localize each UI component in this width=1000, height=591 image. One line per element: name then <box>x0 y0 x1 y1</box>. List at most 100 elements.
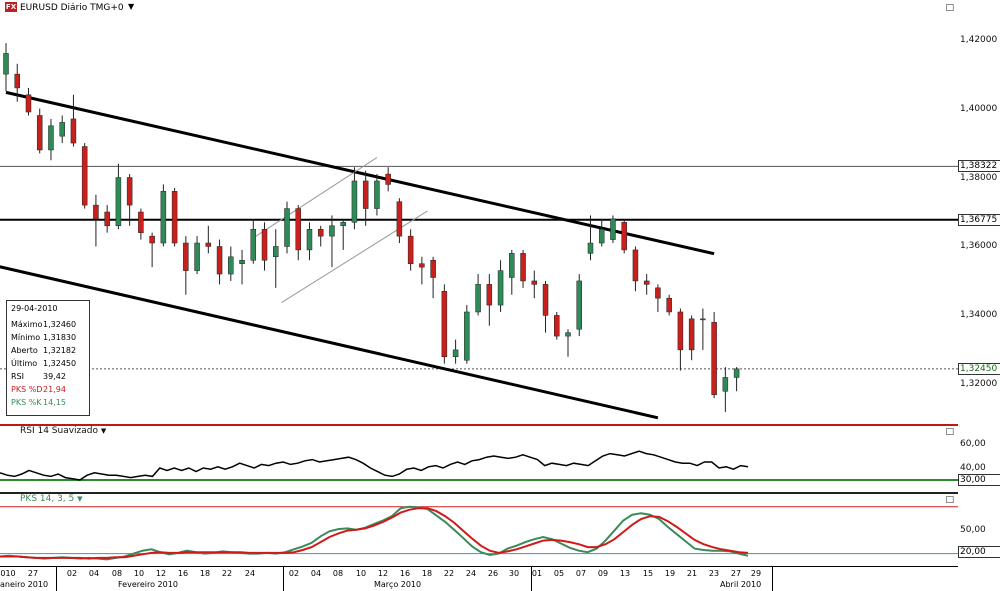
candle <box>138 208 144 240</box>
candle <box>700 308 706 350</box>
candle <box>115 163 122 230</box>
date-tick-label: 16 <box>399 569 411 578</box>
candle <box>93 194 99 247</box>
date-tick-label: 05 <box>553 569 565 578</box>
candle <box>419 256 425 285</box>
price-tick-label: 1,32000 <box>960 379 998 390</box>
rsi-chart[interactable] <box>0 426 958 492</box>
date-tick-label: 26 <box>487 569 499 578</box>
candle <box>362 170 369 226</box>
date-tick-label: 27 <box>27 569 39 578</box>
candle-body <box>295 208 301 251</box>
candle <box>81 143 88 209</box>
candle-body <box>554 315 560 337</box>
rsi-maximize-button[interactable]: □ <box>945 427 954 437</box>
rsi-pane[interactable]: RSI 14 Suavizado ▼ □ <box>0 424 958 494</box>
pks-level-flag: 20,00 <box>958 545 1000 558</box>
candle-body <box>36 115 43 151</box>
candle <box>194 236 200 275</box>
date-tick-label: 04 <box>88 569 100 578</box>
price-chart-pane[interactable]: FX EURUSD Diário TMG+0 ▼ □ 29-04-2010 Má… <box>0 0 958 424</box>
date-tick-label: 02 <box>66 569 78 578</box>
candle <box>25 87 32 116</box>
month-separator <box>531 567 532 591</box>
rsi-level-flag: 30,00 <box>958 474 1000 486</box>
candle <box>183 236 189 295</box>
candle-body <box>3 53 9 75</box>
rsi-pane-title[interactable]: RSI 14 Suavizado ▼ <box>20 426 106 436</box>
candle <box>598 218 605 247</box>
candle-body <box>430 260 436 278</box>
date-tick-label: 24 <box>465 569 477 578</box>
candle <box>351 167 358 230</box>
price-axis[interactable]: 1,42000 1,40000 1,38000 1,36000 1,34000 1,320… <box>958 0 1000 424</box>
channel-line <box>253 157 378 239</box>
candle-body <box>688 318 695 351</box>
pks-d-line <box>0 507 749 560</box>
candle-body <box>452 349 459 358</box>
data-window-label: PKS %D <box>11 385 43 394</box>
candle-body <box>171 191 178 244</box>
candle-body <box>228 256 234 275</box>
candle <box>160 184 167 247</box>
candle <box>711 311 717 399</box>
candle-body <box>261 228 268 261</box>
candle-body <box>25 94 32 113</box>
month-label: aneiro 2010 <box>0 580 49 589</box>
candle-body <box>711 322 717 395</box>
candle <box>722 367 729 412</box>
candle-body <box>666 297 672 313</box>
pks-k-line <box>0 505 749 561</box>
candle-body <box>419 263 425 268</box>
time-axis[interactable]: 010 27 02 04 08 10 12 16 18 22 24 02 04 08 10 12 16 18 22 2… <box>0 566 958 591</box>
candle-body <box>598 228 605 244</box>
pks-pane[interactable]: PKS 14, 3, 5 ▼ □ <box>0 492 958 568</box>
candle <box>677 308 684 371</box>
month-separator <box>772 567 773 591</box>
date-tick-label: 22 <box>221 569 233 578</box>
candle-body <box>733 368 740 378</box>
candle <box>239 249 245 285</box>
chart-menu-dropdown-icon[interactable]: ▼ <box>128 2 135 11</box>
month-label: Março 2010 <box>374 580 422 589</box>
pks-axis[interactable]: 50,00 20,00 <box>958 492 1000 566</box>
pks-chart[interactable] <box>0 494 958 566</box>
date-tick-label: 22 <box>443 569 455 578</box>
data-window: 29-04-2010 Máximo 1,32460 Mínimo 1,31830 Abe… <box>6 300 90 416</box>
axis-corner <box>958 566 1000 590</box>
date-tick-label: 27 <box>730 569 742 578</box>
price-level-flag: 1,38322 <box>958 160 1000 173</box>
pks-maximize-button[interactable]: □ <box>945 495 954 505</box>
candle-body <box>59 122 65 137</box>
candle <box>733 367 740 392</box>
candle-body <box>93 204 99 220</box>
candle-body <box>48 125 54 151</box>
candle <box>666 294 672 316</box>
date-tick-label: 08 <box>111 569 123 578</box>
price-tick-label: 1,36000 <box>960 241 998 252</box>
maximize-pane-button[interactable]: □ <box>945 3 954 13</box>
price-chart[interactable] <box>0 0 958 424</box>
rsi-menu-dropdown-icon[interactable]: ▼ <box>100 427 107 435</box>
candle-body <box>407 235 414 264</box>
candle-body <box>655 287 661 299</box>
upper-trendline <box>5 90 715 256</box>
price-tick-label: 1,38000 <box>960 172 998 183</box>
rsi-pane-label: RSI 14 Suavizado <box>20 426 99 436</box>
pks-pane-title[interactable]: PKS 14, 3, 5 ▼ <box>20 494 83 504</box>
candle <box>317 225 324 247</box>
candle-body <box>475 284 481 313</box>
candle <box>576 274 582 337</box>
pks-menu-dropdown-icon[interactable]: ▼ <box>77 495 83 503</box>
candle-body <box>239 260 245 264</box>
candle-body <box>81 146 88 206</box>
date-tick-label: 21 <box>686 569 698 578</box>
candle <box>306 222 313 261</box>
rsi-axis[interactable]: 60,00 40,00 30,00 <box>958 424 1000 492</box>
candle <box>452 339 459 364</box>
candle <box>126 174 133 226</box>
candle <box>688 315 695 361</box>
chart-title[interactable]: EURUSD Diário TMG+0 <box>20 3 124 13</box>
data-window-value: 39,42 <box>43 372 66 381</box>
candle-body <box>317 228 324 237</box>
